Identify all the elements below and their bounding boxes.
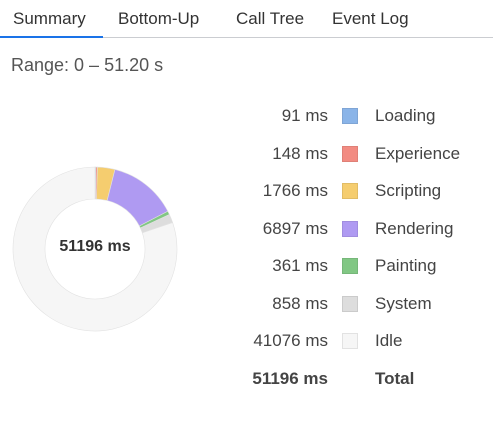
donut-slice-idle (12, 166, 178, 332)
legend-label: Rendering (375, 218, 454, 238)
legend-swatch (342, 183, 358, 199)
legend-value: 858 ms (272, 293, 328, 313)
legend-label: Painting (375, 256, 437, 275)
legend-label: Loading (375, 106, 436, 125)
tab-bar: Summary Bottom-Up Call Tree Event Log (0, 0, 493, 38)
chart-total-label: 51196 ms (59, 238, 131, 255)
tab-bottom-up[interactable]: Bottom-Up (118, 9, 200, 28)
legend-value: 1766 ms (262, 181, 328, 200)
legend-row-total: 51196 ms Total (230, 363, 490, 401)
tab-call-tree[interactable]: Call Tree (236, 9, 305, 28)
total-value: 51196 ms (252, 368, 328, 388)
legend-row-painting: 361 ms Painting (230, 250, 490, 288)
legend-swatch (342, 145, 358, 162)
legend-swatch (342, 108, 358, 124)
summary-donut-chart (12, 166, 178, 332)
legend-value: 361 ms (272, 256, 328, 275)
legend-swatch (342, 333, 358, 349)
tab-event-log[interactable]: Event Log (332, 9, 409, 28)
legend-row-idle: 41076 ms Idle (230, 325, 490, 363)
legend-row-experience: 148 ms Experience (230, 138, 490, 176)
legend-value: 91 ms (281, 106, 328, 125)
legend-label: Experience (375, 143, 461, 163)
range-label: Range: 0 – 51.20 s (11, 55, 164, 75)
legend-swatch (342, 258, 358, 274)
legend-swatch (342, 220, 358, 237)
legend-label: Scripting (375, 181, 442, 200)
legend-value: 148 ms (272, 143, 328, 163)
legend-row-loading: 91 ms Loading (230, 100, 490, 138)
legend-value: 41076 ms (253, 331, 328, 350)
legend-label: System (375, 293, 432, 313)
summary-legend: 91 ms Loading 148 ms Experience 1766 ms … (230, 100, 490, 400)
legend-row-system: 858 ms System (230, 288, 490, 326)
legend-value: 6897 ms (262, 218, 328, 238)
total-label: Total (375, 368, 415, 388)
legend-label: Idle (375, 331, 403, 350)
legend-swatch (342, 295, 358, 312)
legend-row-scripting: 1766 ms Scripting (230, 175, 490, 213)
legend-row-rendering: 6897 ms Rendering (230, 213, 490, 251)
tab-summary[interactable]: Summary (0, 0, 103, 38)
